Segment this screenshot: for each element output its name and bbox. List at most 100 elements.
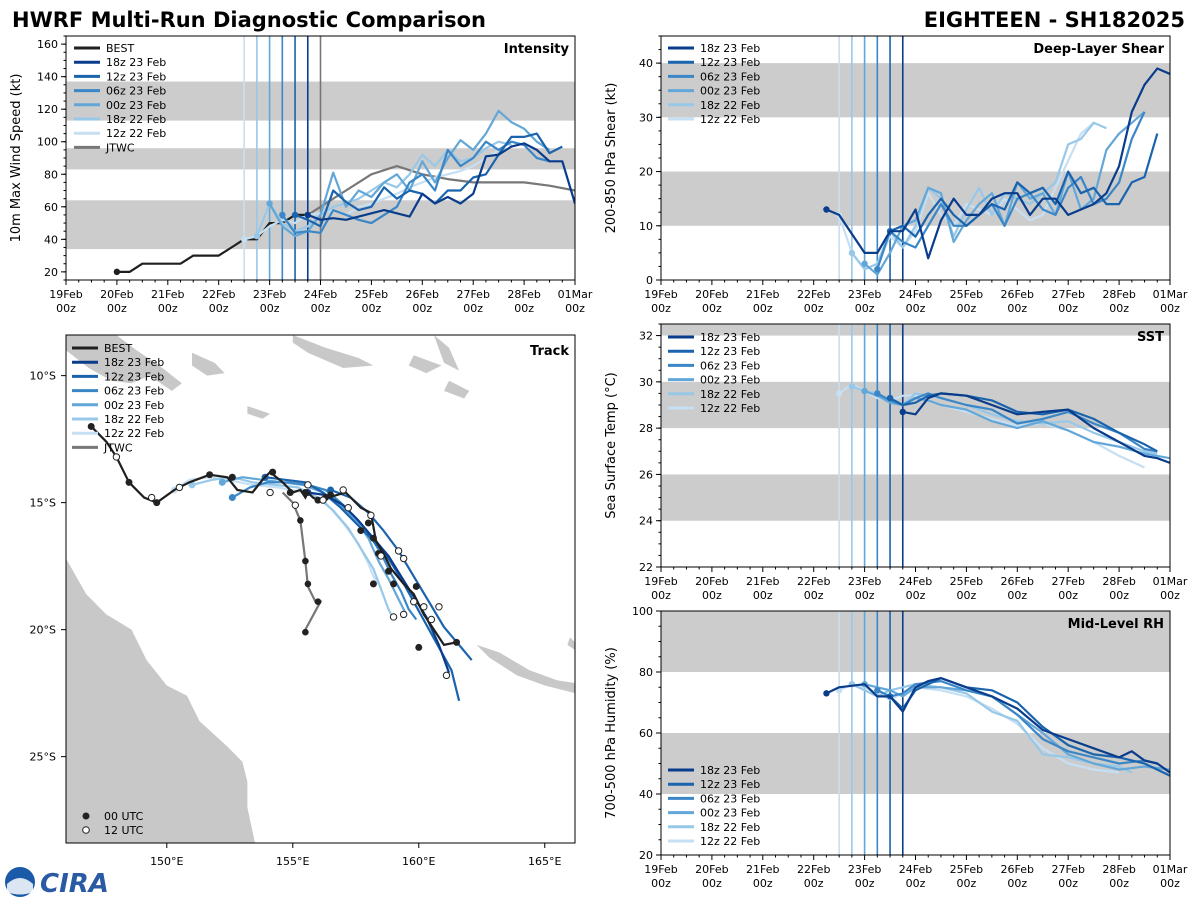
x-tick-label-date: 19Feb [49,288,82,301]
x-tick-label-date: 19Feb [644,863,677,876]
y-tick-label: 80 [639,666,653,679]
series-start-dot [848,383,856,390]
x-tick-label-date: 23Feb [848,575,881,588]
legend-label: 06z 23 Feb [700,359,760,372]
y-tick-label: 20 [44,266,58,279]
x-tick-label-date: 23Feb [848,288,881,301]
series-start-dot [291,211,299,219]
x-tick-label-hour: 00z [702,877,722,890]
series-start-dot [253,232,261,240]
panel-title: Track [530,344,569,359]
map-area [66,335,575,843]
x-tick-label-date: 20Feb [100,288,133,301]
y-tick-label: 80 [44,168,58,181]
series-line-r12z23 [889,676,1170,777]
landmass [433,335,460,371]
jtwc-track-dot [302,628,309,636]
sst-panel: 22242628303219Feb00z20Feb00z21Feb00z22Fe… [604,323,1188,602]
x-tick-label-hour: 00z [412,302,432,315]
legend-label: 12z 22 Feb [700,835,760,848]
legend-label: 06z 23 Feb [700,792,760,805]
lon-tick-label: 155°E [276,855,309,868]
x-tick-label-hour: 00z [906,877,926,890]
legend-label: 18z 22 Feb [700,99,760,112]
x-tick-label-hour: 00z [906,302,926,315]
x-tick-label-hour: 00z [1058,302,1078,315]
x-tick-label-hour: 00z [906,589,926,602]
best-track-00utc-dot [327,491,335,499]
series-line-r18z23 [902,392,1170,464]
x-tick-label-date: 23Feb [848,863,881,876]
series-start-dot [886,394,894,402]
shaded-band [661,63,1170,118]
legend-label: 00z 23 Feb [104,399,164,412]
figure-title-right: EIGHTEEN - SH182025 [924,8,1185,32]
x-tick-label-hour: 00z [514,302,534,315]
best-track-00utc-dot [390,580,398,588]
x-tick-label-date: 28Feb [1102,863,1135,876]
x-tick-label-hour: 00z [362,302,382,315]
shaded-band [661,324,1170,336]
y-tick-label: 20 [639,849,653,862]
y-tick-label: 30 [639,111,653,124]
best-track-12utc-dot [112,453,121,461]
series-start-dot [823,206,830,213]
y-tick-label: 40 [639,57,653,70]
legend-label: 12z 22 Feb [104,427,164,440]
y-tick-label: 40 [44,233,58,246]
shaded-band [661,611,1170,672]
plot-area [661,611,1170,855]
best-track-12utc-dot [319,496,327,504]
x-tick-label-hour: 00z [1007,302,1027,315]
best-track-12utc-dot [367,511,375,520]
lat-tick-label: 20°S [30,624,56,637]
x-tick-label-date: 01Mar [1153,288,1188,301]
x-tick-label-date: 26Feb [1001,288,1034,301]
shear-panel: 01020304019Feb00z20Feb00z21Feb00z22Feb00… [604,35,1188,315]
best-track-00utc-dot [269,468,277,476]
x-tick-label-hour: 00z [651,302,671,315]
x-tick-label-date: 27Feb [1051,288,1084,301]
y-axis-label: 700-500 hPa Humidity (%) [604,647,619,819]
legend-label: 00z 23 Feb [700,807,760,820]
x-tick-label-hour: 00z [804,302,824,315]
x-tick-label-date: 26Feb [1001,863,1034,876]
x-tick-label-hour: 00z [651,877,671,890]
legend-label: 18z 22 Feb [104,413,164,426]
x-tick-label-hour: 00z [1160,877,1180,890]
best-track-12utc-dot [266,488,274,497]
x-tick-label-date: 27Feb [1051,863,1084,876]
landmass [292,335,374,368]
x-tick-label-date: 19Feb [644,575,677,588]
best-track-00utc-dot [412,582,420,590]
best-track-00utc-dot [385,567,393,575]
x-tick-label-hour: 00z [311,302,331,315]
best-track-12utc-dot [394,547,403,555]
y-tick-label: 60 [639,727,653,740]
series-line-r06z23 [876,679,1158,765]
y-tick-label: 60 [44,201,58,214]
y-tick-label: 26 [639,468,653,481]
lat-tick-label: 25°S [30,751,56,764]
best-track-00utc-dot [453,638,461,646]
x-tick-label-date: 27Feb [1051,575,1084,588]
cira-logo: CIRA [5,867,109,899]
best-track-12utc-dot [339,486,347,494]
best-track-00utc-dot [87,422,95,430]
x-tick-label-hour: 00z [1007,877,1027,890]
best-track-12utc-dot [442,671,451,680]
legend-label: 12z 23 Feb [106,70,166,83]
x-tick-label-date: 01Mar [1153,575,1188,588]
series-start-dot [266,200,273,207]
best-track-12utc-dot [175,483,184,492]
jtwc-track-line [281,491,323,631]
y-axis-label: Sea Surface Temp (°C) [604,372,619,519]
y-tick-label: 32 [639,330,653,343]
x-tick-label-date: 28Feb [1102,288,1135,301]
series-start-dot [861,387,868,395]
x-tick-label-hour: 00z [565,302,585,315]
landmass [247,406,271,419]
legend-label: 06z 23 Feb [106,85,166,98]
x-tick-label-date: 01Mar [1153,863,1188,876]
track-panel: 150°E 155°E 160°E 165°E 10°S 15°S 20°S 25°S Trac… [30,334,576,868]
